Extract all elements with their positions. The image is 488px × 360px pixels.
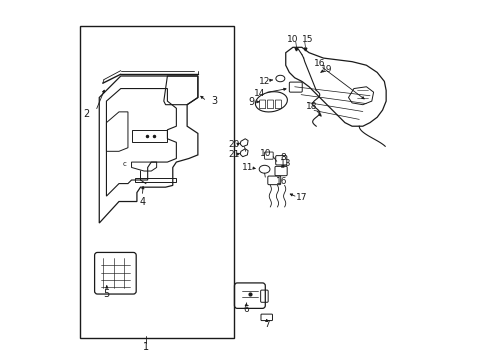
Text: 2: 2	[83, 109, 90, 119]
Text: 10: 10	[286, 35, 298, 44]
Text: 1: 1	[142, 342, 149, 352]
Text: 14: 14	[254, 89, 265, 98]
Text: 3: 3	[210, 96, 217, 106]
Bar	[80, 26, 233, 338]
Text: 12: 12	[258, 77, 269, 86]
Text: 17: 17	[296, 193, 307, 202]
Text: 11: 11	[241, 163, 253, 172]
Text: 13: 13	[280, 159, 291, 168]
Text: 8: 8	[280, 153, 285, 162]
Text: c: c	[122, 161, 126, 167]
Text: 5: 5	[103, 289, 110, 299]
Text: 18: 18	[305, 102, 317, 111]
Text: 21: 21	[228, 150, 240, 159]
Text: 4: 4	[139, 197, 145, 207]
Text: 9: 9	[248, 97, 254, 107]
Text: 7: 7	[264, 320, 269, 329]
Text: 20: 20	[228, 140, 240, 149]
Text: 19: 19	[321, 65, 332, 74]
Text: 15: 15	[301, 35, 312, 44]
Text: 10: 10	[259, 149, 270, 158]
Text: 16: 16	[313, 59, 325, 68]
Text: 6: 6	[243, 305, 249, 314]
Text: 16: 16	[276, 176, 287, 185]
